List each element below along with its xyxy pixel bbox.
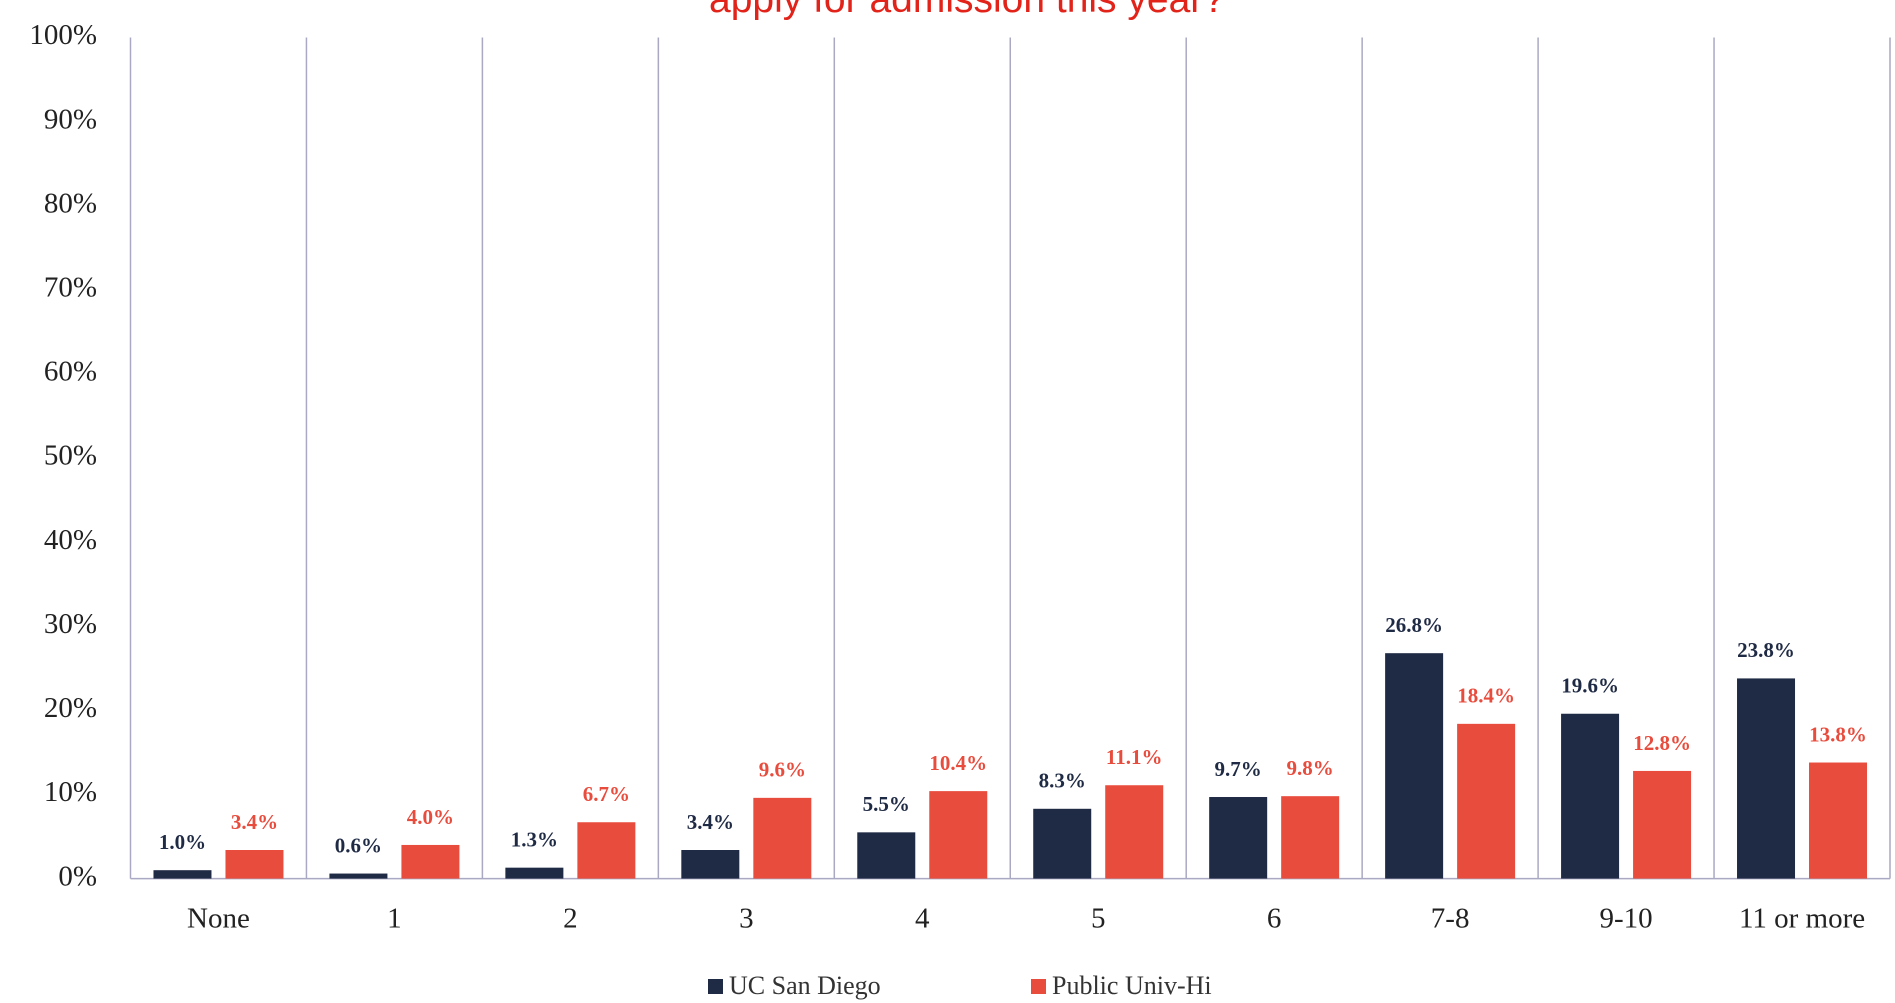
- legend-label: Public Univ-Hi: [1052, 971, 1212, 1000]
- x-tick-label: 5: [1091, 903, 1106, 935]
- data-label: 1.3%: [511, 827, 558, 851]
- bar: [857, 832, 916, 879]
- x-tick-label: 1: [387, 903, 402, 935]
- bar: [929, 791, 988, 879]
- data-label: 9.7%: [1215, 757, 1262, 781]
- y-tick-label: 80%: [44, 187, 97, 219]
- data-label: 5.5%: [863, 792, 910, 816]
- data-label: 23.8%: [1737, 638, 1795, 662]
- data-label: 8.3%: [1039, 769, 1086, 793]
- bar: [1457, 723, 1516, 879]
- y-tick-label: 40%: [44, 524, 97, 556]
- y-tick-label: 20%: [44, 692, 97, 724]
- x-tick-label: 4: [915, 903, 930, 935]
- y-tick-label: 0%: [58, 860, 97, 892]
- bar: [753, 797, 812, 879]
- y-tick-label: 60%: [44, 356, 97, 388]
- bar: [1033, 808, 1092, 879]
- bar: [1633, 770, 1692, 879]
- bar: [1105, 785, 1164, 879]
- bar: [401, 844, 460, 879]
- data-label: 26.8%: [1385, 613, 1443, 637]
- data-label: 12.8%: [1633, 731, 1691, 755]
- data-label: 18.4%: [1457, 684, 1515, 708]
- data-label: 6.7%: [583, 782, 630, 806]
- legend-marker: [1031, 979, 1046, 994]
- bar: [225, 850, 284, 879]
- data-label: 1.0%: [159, 830, 206, 854]
- x-tick-label: 6: [1267, 903, 1282, 935]
- x-tick-label: 11 or more: [1739, 903, 1865, 935]
- bar: [1809, 762, 1868, 879]
- y-tick-label: 10%: [44, 776, 97, 808]
- data-label: 3.4%: [231, 810, 278, 834]
- x-tick-label: 7-8: [1431, 903, 1470, 935]
- bar: [577, 822, 636, 879]
- x-tick-label: None: [187, 903, 250, 935]
- data-label: 0.6%: [335, 833, 382, 857]
- legend-marker: [708, 979, 723, 994]
- x-tick-label: 9-10: [1599, 903, 1652, 935]
- data-label: 13.8%: [1809, 722, 1867, 746]
- bar: [153, 870, 212, 879]
- data-label: 9.6%: [759, 758, 806, 782]
- y-tick-label: 100%: [29, 19, 97, 51]
- bar: [505, 867, 564, 879]
- data-label: 10.4%: [929, 751, 987, 775]
- data-label: 9.8%: [1287, 756, 1334, 780]
- y-tick-label: 30%: [44, 608, 97, 640]
- y-tick-label: 90%: [44, 103, 97, 135]
- x-tick-label: 3: [739, 903, 754, 935]
- y-tick-label: 70%: [44, 271, 97, 303]
- bar: [1561, 713, 1620, 879]
- data-label: 19.6%: [1561, 674, 1619, 698]
- bar: [1209, 797, 1268, 879]
- data-label: 3.4%: [687, 810, 734, 834]
- bar: [681, 850, 740, 879]
- data-label: 11.1%: [1106, 745, 1163, 769]
- y-tick-label: 50%: [44, 440, 97, 472]
- bar: [329, 873, 388, 879]
- chart-title: apply for admission this year?: [709, 0, 1225, 21]
- legend-label: UC San Diego: [729, 971, 881, 1000]
- data-label: 4.0%: [407, 805, 454, 829]
- x-tick-label: 2: [563, 903, 578, 935]
- bar: [1281, 796, 1340, 879]
- bar: [1737, 678, 1796, 879]
- bar: [1385, 653, 1444, 879]
